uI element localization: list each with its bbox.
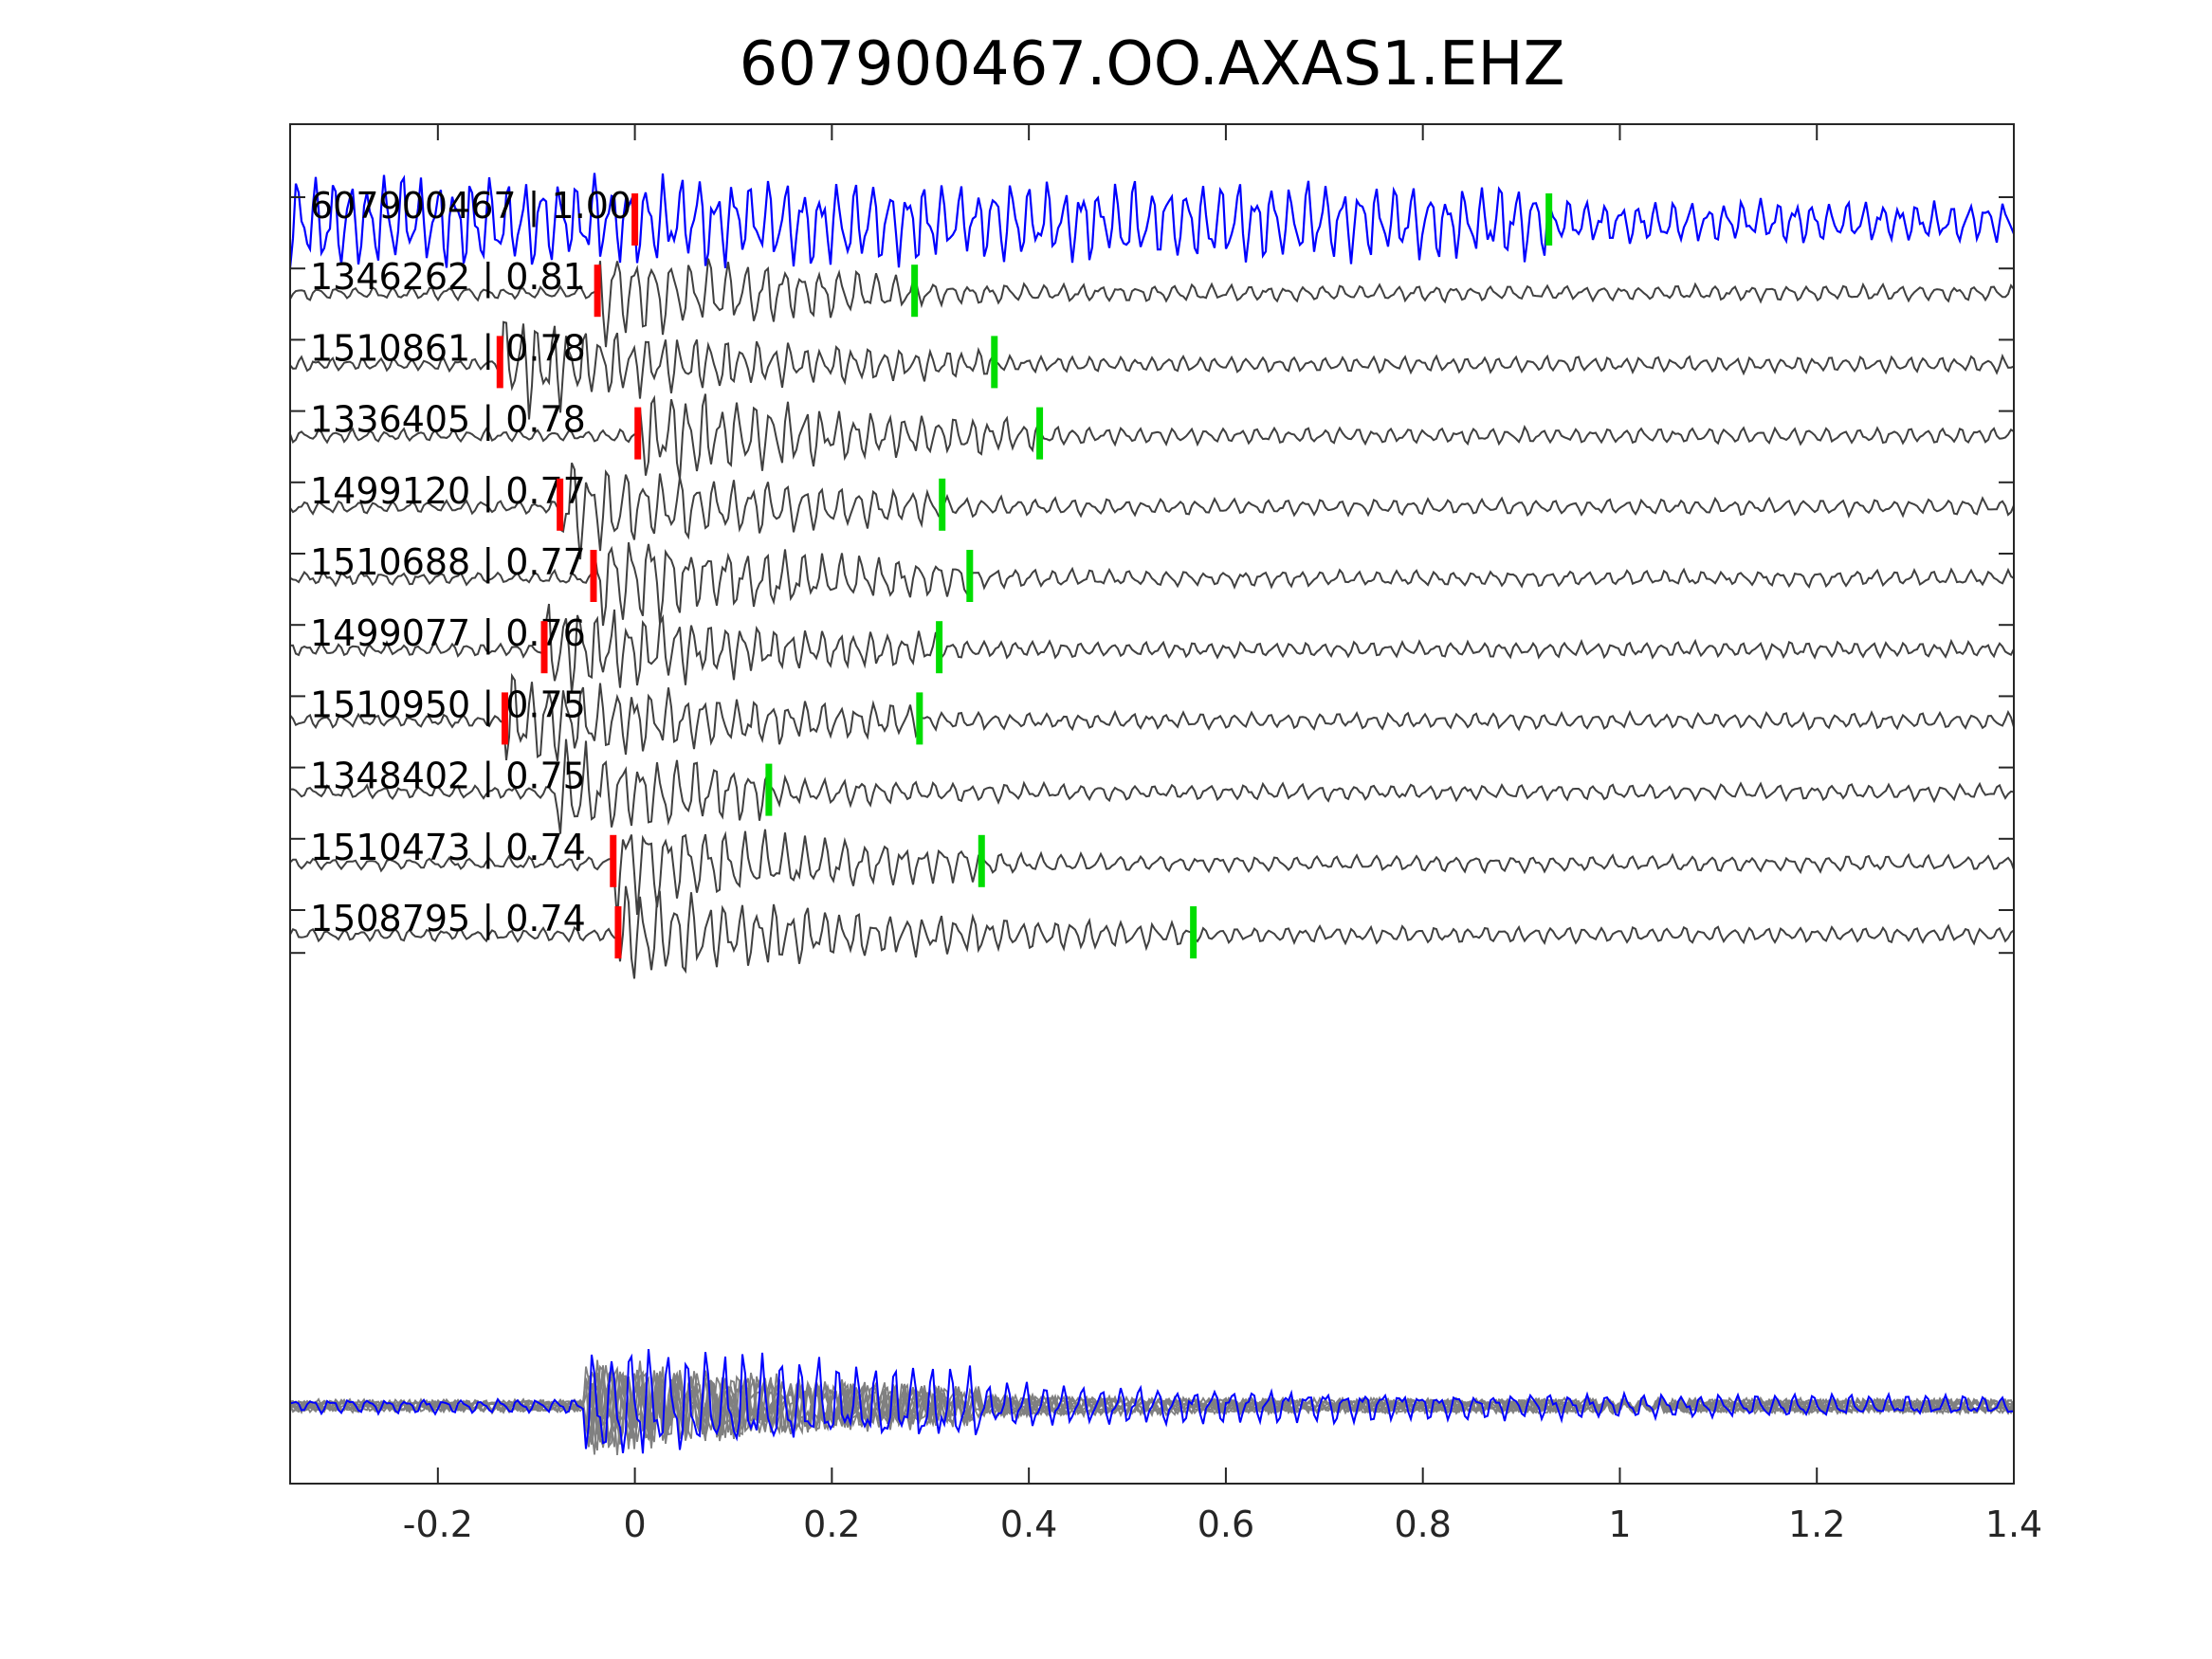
waveform-trace-1 xyxy=(288,173,2016,269)
waveform-trace-5 xyxy=(289,462,2015,560)
stack-trace-10 xyxy=(289,1365,2015,1451)
plot-area: 607900467 | 1.00 1346262 | 0.81 1510861 | … xyxy=(288,123,2042,1545)
p-pick-marker-6 xyxy=(590,550,597,602)
waveform-trace-8 xyxy=(289,672,2015,761)
p-pick-marker-7 xyxy=(540,621,548,674)
s-pick-marker-5 xyxy=(939,478,946,531)
p-pick-marker-5 xyxy=(557,478,564,531)
trace-label-7: 1499077 | 0.76 xyxy=(310,612,586,655)
x-tick-label-5: 0.8 xyxy=(1394,1504,1451,1545)
waveform-trace-3 xyxy=(289,320,2015,420)
trace-label-5: 1499120 | 0.77 xyxy=(310,470,586,513)
chart-title: 607900467.OO.AXAS1.EHZ xyxy=(740,29,1565,100)
trace-label-1: 607900467 | 1.00 xyxy=(310,185,631,228)
trace-label-10: 1510473 | 0.74 xyxy=(310,827,586,869)
s-pick-marker-11 xyxy=(1190,906,1197,958)
x-tick-label-4: 0.6 xyxy=(1197,1504,1254,1545)
s-pick-marker-1 xyxy=(1545,193,1553,246)
trace-label-2: 1346262 | 0.81 xyxy=(310,256,586,299)
trace-label-6: 1510688 | 0.77 xyxy=(310,541,586,584)
waveform-trace-4 xyxy=(289,393,2015,480)
trace-label-8: 1510950 | 0.75 xyxy=(310,684,586,726)
waveform-trace-2 xyxy=(289,258,2015,348)
s-pick-marker-9 xyxy=(765,763,773,816)
x-tick-label-2: 0.2 xyxy=(803,1504,860,1545)
s-pick-marker-7 xyxy=(936,621,943,674)
s-pick-marker-3 xyxy=(991,336,998,389)
s-pick-marker-2 xyxy=(911,264,919,318)
s-pick-marker-8 xyxy=(916,692,923,745)
waveform-trace-10 xyxy=(289,829,2015,921)
x-tick-label-6: 1 xyxy=(1608,1504,1631,1545)
axes-frame xyxy=(289,123,2015,1485)
waveform-trace-7 xyxy=(289,603,2015,694)
trace-label-4: 1336405 | 0.78 xyxy=(310,399,586,442)
trace-label-11: 1508795 | 0.74 xyxy=(310,898,586,940)
waveform-trace-9 xyxy=(289,738,2015,834)
p-pick-marker-4 xyxy=(634,407,642,460)
waveform-trace-11 xyxy=(289,885,2015,979)
s-pick-marker-4 xyxy=(1036,407,1044,460)
p-pick-marker-10 xyxy=(610,834,617,887)
stack-target-trace xyxy=(289,1349,2015,1454)
waveform-trace-6 xyxy=(289,542,2015,627)
p-pick-marker-2 xyxy=(594,264,601,318)
x-tick-label-1: 0 xyxy=(624,1504,647,1545)
s-pick-marker-6 xyxy=(966,550,974,602)
p-pick-marker-11 xyxy=(614,906,622,958)
trace-label-3: 1510861 | 0.78 xyxy=(310,327,586,370)
x-tick-label-3: 0.4 xyxy=(1000,1504,1057,1545)
p-pick-marker-8 xyxy=(501,692,508,745)
s-pick-marker-10 xyxy=(978,834,985,887)
x-tick-label-0: -0.2 xyxy=(403,1504,473,1545)
trace-label-9: 1348402 | 0.75 xyxy=(310,756,586,798)
x-tick-label-8: 1.4 xyxy=(1985,1504,2042,1545)
x-tick-label-7: 1.2 xyxy=(1788,1504,1845,1545)
p-pick-marker-1 xyxy=(631,193,639,246)
p-pick-marker-3 xyxy=(496,336,503,389)
